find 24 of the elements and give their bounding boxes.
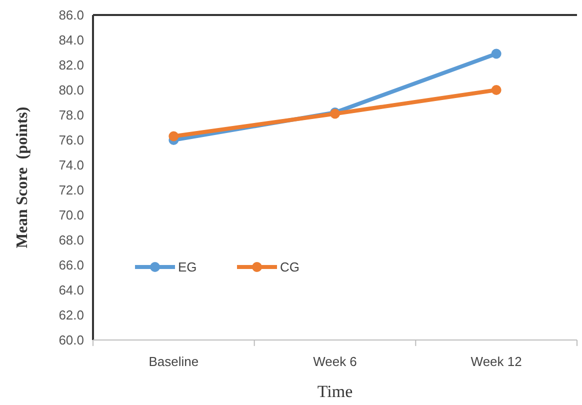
x-tick-label: Week 12 (470, 354, 522, 369)
y-tick-label: 86.0 (58, 8, 84, 23)
y-tick-label: 68.0 (58, 232, 84, 248)
y-tick-label: 84.0 (58, 32, 84, 48)
legend-label: EG (178, 260, 197, 275)
y-tick-label: 82.0 (58, 58, 84, 73)
y-tick-label: 80.0 (58, 82, 84, 98)
y-tick-label: 66.0 (58, 258, 84, 273)
y-tick-label: 72.0 (58, 182, 84, 198)
x-axis-title: Time (317, 382, 353, 401)
y-axis-title: Mean Score (points) (14, 106, 31, 248)
y-tick-label: 74.0 (58, 158, 84, 173)
y-tick-label: 62.0 (58, 308, 84, 323)
y-tick-label: 60.0 (58, 332, 84, 348)
x-tick-label: Baseline (148, 354, 199, 369)
x-tick-label: Week 6 (313, 354, 357, 369)
y-tick-label: 78.0 (58, 108, 84, 123)
legend-label: CG (280, 260, 300, 275)
point (491, 48, 502, 59)
y-tick-label: 64.0 (58, 282, 84, 298)
y-tick-label: 76.0 (58, 132, 84, 148)
y-tick-label: 70.0 (58, 208, 84, 223)
point (168, 131, 179, 142)
point (491, 85, 502, 95)
